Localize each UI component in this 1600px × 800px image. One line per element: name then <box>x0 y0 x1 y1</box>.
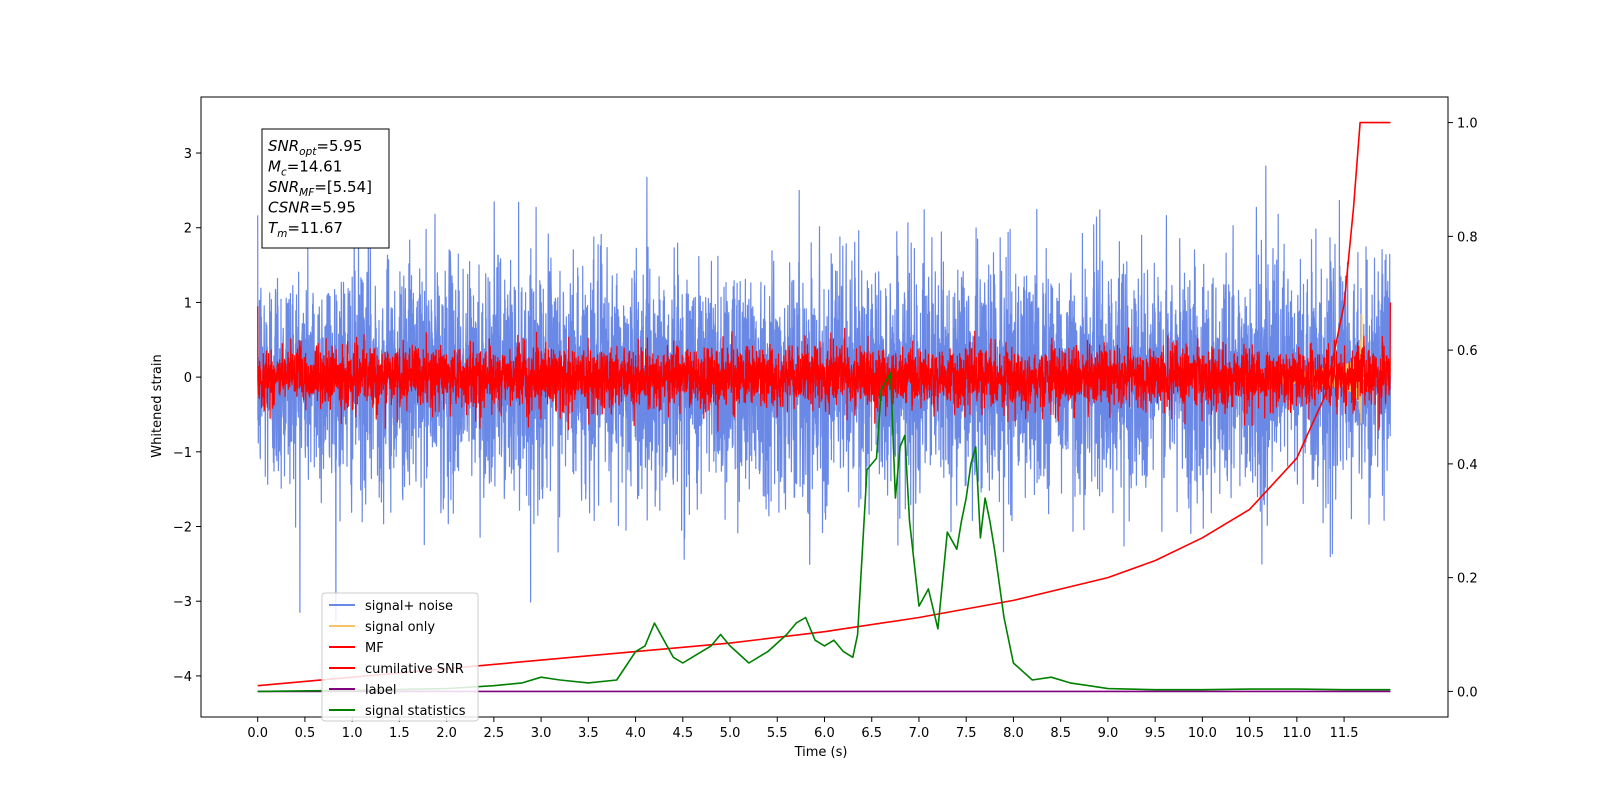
y-tick-label: 0 <box>184 371 192 386</box>
y-tick-label: −4 <box>173 670 192 685</box>
legend-cumilative-snr-label: cumilative SNR <box>365 662 464 677</box>
series-signal-statistics-line <box>257 372 1391 693</box>
y2-tick-label: 0.8 <box>1457 230 1478 245</box>
info-box-line: CSNR=5.95 <box>268 199 356 217</box>
x-tick-label: 7.5 <box>956 726 977 741</box>
info-box-line: SNRMF=[5.54] <box>268 178 372 199</box>
info-box-line: Tm=11.67 <box>268 219 343 240</box>
y-tick-label: 3 <box>184 147 192 162</box>
x-tick-label: 8.5 <box>1050 726 1071 741</box>
x-tick-label: 6.5 <box>861 726 882 741</box>
x-tick-label: 5.0 <box>720 726 741 741</box>
x-tick-label: 10.0 <box>1188 726 1217 741</box>
x-tick-label: 2.0 <box>436 726 457 741</box>
x-tick-label: 1.5 <box>389 726 410 741</box>
legend: signal+ noise signal only MF cumilative SNR… <box>321 592 479 722</box>
x-tick-label: 7.0 <box>909 726 930 741</box>
y-tick-label: −3 <box>173 595 192 610</box>
y-tick-label: −1 <box>173 446 192 461</box>
x-tick-label: 3.5 <box>578 726 599 741</box>
x-tick-label: 0.5 <box>295 726 316 741</box>
y-tick-label: −2 <box>173 521 192 536</box>
x-axis-label: Time (s) <box>794 745 848 760</box>
y2-tick-label: 0.2 <box>1457 572 1478 587</box>
x-tick-label: 10.5 <box>1235 726 1264 741</box>
y-tick-label: 1 <box>184 296 192 311</box>
x-tick-label: 8.0 <box>1003 726 1024 741</box>
info-box-line: SNRopt=5.95 <box>268 137 362 158</box>
x-tick-label: 11.0 <box>1282 726 1311 741</box>
series-cumilative-snr-line <box>257 121 1391 687</box>
x-tick-label: 11.5 <box>1330 726 1359 741</box>
x-tick-label: 5.5 <box>767 726 788 741</box>
x-tick-label: 2.5 <box>484 726 505 741</box>
x-tick-label: 4.0 <box>625 726 646 741</box>
legend-signal-statistics-label: signal statistics <box>365 704 466 719</box>
x-tick-label: 4.5 <box>672 726 693 741</box>
x-tick-label: 1.0 <box>342 726 363 741</box>
x-tick-label: 3.0 <box>531 726 552 741</box>
legend-signal-only-label: signal only <box>365 620 435 635</box>
legend-mf-label: MF <box>365 641 384 656</box>
y-tick-label: 2 <box>184 222 192 237</box>
y2-tick-label: 0.6 <box>1457 344 1478 359</box>
legend-label-label: label <box>365 683 396 698</box>
y2-tick-label: 0.0 <box>1457 685 1478 700</box>
y-axis-label: Whitened strain <box>150 354 165 457</box>
series-mf-line <box>257 302 1391 432</box>
y2-tick-label: 0.4 <box>1457 458 1478 473</box>
x-tick-label: 6.0 <box>814 726 835 741</box>
legend-frame <box>321 592 479 722</box>
info-box-frame <box>261 128 390 249</box>
x-tick-label: 9.0 <box>1098 726 1119 741</box>
x-tick-label: 0.0 <box>247 726 268 741</box>
legend-signal-noise-label: signal+ noise <box>365 599 453 614</box>
info-box: SNRopt=5.95Mc=14.61SNRMF=[5.54]CSNR=5.95… <box>261 128 390 249</box>
info-box-line: Mc=14.61 <box>268 158 342 179</box>
y2-tick-label: 1.0 <box>1457 117 1478 132</box>
x-tick-label: 9.5 <box>1145 726 1166 741</box>
